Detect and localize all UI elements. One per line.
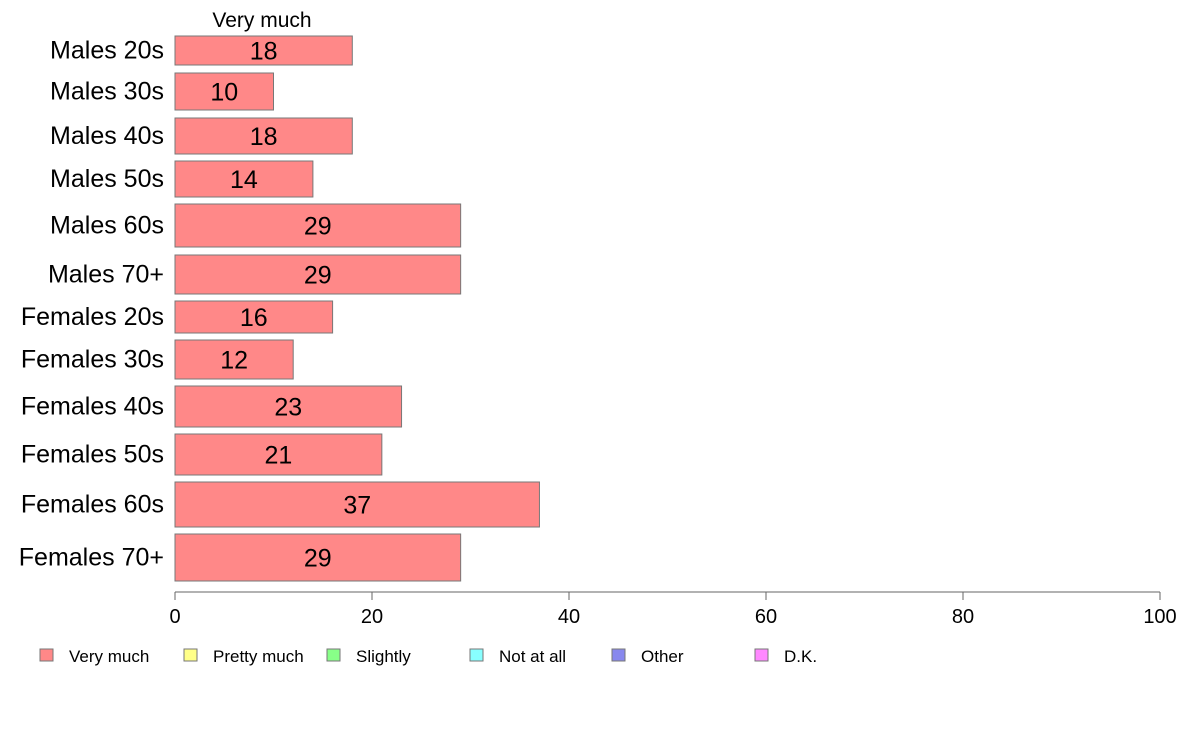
category-label: Females 50s bbox=[21, 441, 164, 469]
bar bbox=[174, 533, 462, 582]
x-tick-label: 80 bbox=[952, 606, 974, 628]
category-label: Males 20s bbox=[50, 37, 164, 65]
bar bbox=[174, 300, 334, 334]
legend-swatch bbox=[611, 648, 626, 662]
legend-label: D.K. bbox=[784, 647, 817, 666]
x-tick-label: 20 bbox=[361, 606, 383, 628]
x-tick-label: 40 bbox=[558, 606, 580, 628]
data-label: 29 bbox=[304, 545, 332, 573]
category-label: Males 50s bbox=[50, 165, 164, 193]
bar bbox=[174, 35, 353, 66]
x-tick-label: 100 bbox=[1143, 606, 1176, 628]
x-tick-label: 60 bbox=[755, 606, 777, 628]
category-label: Females 60s bbox=[21, 491, 164, 519]
legend-label: Slightly bbox=[356, 647, 411, 666]
data-label: 14 bbox=[230, 166, 258, 194]
x-axis: 0 20 40 60 80 100 bbox=[169, 591, 1177, 628]
bar bbox=[174, 339, 294, 380]
category-label: Females 20s bbox=[21, 303, 164, 331]
legend-swatch bbox=[754, 648, 769, 662]
bar bbox=[174, 433, 383, 476]
bar bbox=[174, 160, 314, 198]
legend-swatch bbox=[469, 648, 484, 662]
column-header: Very much bbox=[212, 9, 311, 32]
legend-label: Not at all bbox=[499, 647, 566, 666]
bar bbox=[174, 117, 353, 155]
legend-swatch bbox=[183, 648, 198, 662]
data-label: 29 bbox=[304, 213, 332, 241]
legend-label: Other bbox=[641, 647, 684, 666]
data-label: 37 bbox=[343, 492, 371, 520]
legend-label: Very much bbox=[69, 647, 149, 666]
category-label: Females 30s bbox=[21, 346, 164, 374]
category-label: Males 30s bbox=[50, 78, 164, 106]
data-label: 12 bbox=[220, 347, 248, 375]
bar bbox=[174, 385, 403, 428]
data-label: 29 bbox=[304, 262, 332, 290]
data-label: 18 bbox=[250, 123, 278, 151]
legend-swatch bbox=[326, 648, 341, 662]
category-label: Females 40s bbox=[21, 393, 164, 421]
legend-label: Pretty much bbox=[213, 647, 304, 666]
data-label: 23 bbox=[274, 394, 302, 422]
data-label: 18 bbox=[250, 38, 278, 66]
legend-swatch bbox=[39, 648, 54, 662]
bars-group: Males 20s 18 Males 30s 10 Males 40s 18 Males 5… bbox=[19, 35, 540, 582]
data-label: 16 bbox=[240, 304, 268, 332]
bar bbox=[174, 254, 462, 295]
category-label: Females 70+ bbox=[19, 544, 164, 572]
category-label: Males 70+ bbox=[48, 261, 164, 289]
legend: Very much Pretty much Slightly Not at all Ot… bbox=[39, 647, 817, 666]
data-label: 10 bbox=[210, 79, 238, 107]
bar bbox=[174, 203, 462, 248]
category-label: Males 40s bbox=[50, 122, 164, 150]
x-tick-label: 0 bbox=[169, 606, 180, 628]
bar bbox=[174, 72, 274, 111]
category-label: Males 60s bbox=[50, 212, 164, 240]
data-label: 21 bbox=[265, 442, 293, 470]
bar bbox=[174, 481, 540, 528]
